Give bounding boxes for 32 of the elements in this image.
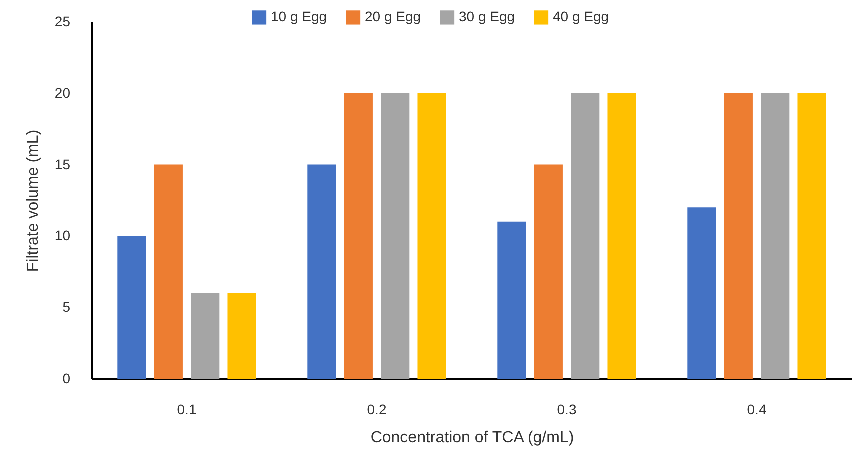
bar — [498, 222, 526, 379]
bar — [308, 164, 336, 379]
x-tick-label: 0.4 — [747, 402, 767, 418]
bar — [381, 93, 410, 379]
y-tick-label: 15 — [54, 156, 71, 172]
bar — [154, 164, 183, 379]
bar — [118, 236, 146, 379]
y-tick-label: 25 — [54, 14, 71, 30]
x-tick-label: 0.2 — [367, 402, 387, 418]
y-axis-title: Filtrate volume (mL) — [24, 130, 42, 272]
bar — [534, 164, 563, 379]
y-tick-label: 20 — [54, 84, 71, 101]
bar — [724, 93, 753, 379]
y-tick-label: 10 — [54, 228, 71, 244]
bar — [608, 93, 636, 379]
bar — [688, 208, 716, 379]
y-tick-label: 0 — [62, 370, 71, 386]
bar — [798, 93, 826, 379]
bar — [761, 93, 790, 379]
legend-label: 30 g Egg — [459, 8, 516, 25]
bar — [191, 293, 220, 379]
bar — [571, 93, 600, 379]
legend-label: 40 g Egg — [553, 8, 610, 25]
x-tick-label: 0.3 — [557, 402, 577, 418]
legend-label: 10 g Egg — [271, 8, 328, 25]
legend-label: 20 g Egg — [365, 8, 422, 25]
bar — [418, 93, 446, 379]
x-axis-title: Concentration of TCA (g/mL) — [370, 430, 574, 446]
bar — [228, 293, 256, 379]
x-tick-label: 0.1 — [177, 402, 197, 418]
bar — [344, 93, 373, 379]
y-tick-label: 5 — [62, 299, 71, 316]
